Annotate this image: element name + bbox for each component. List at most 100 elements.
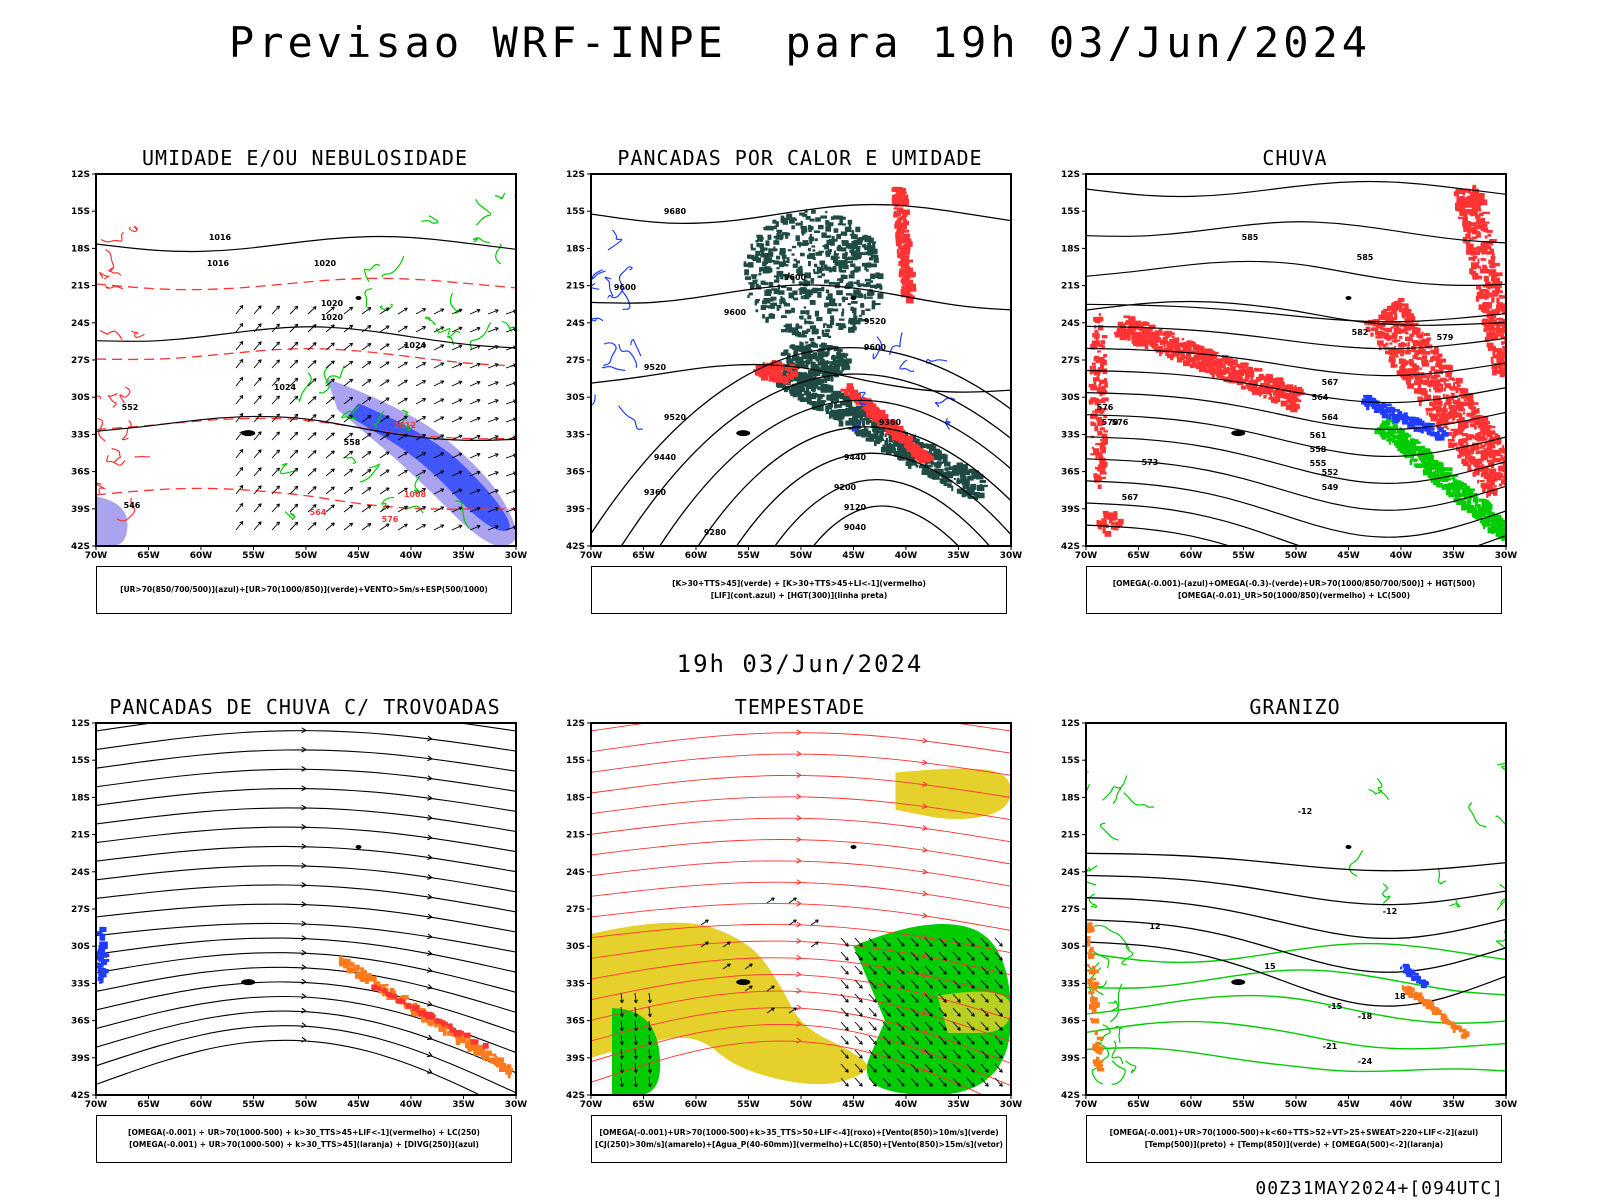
wind-vector-head [385,343,390,348]
rain-area-red [1441,408,1448,412]
streamline-arrow [427,719,432,721]
convective-area-green [786,353,791,359]
rain-area-red [1428,360,1434,363]
convective-area-green [838,394,842,399]
rain-area-red [1476,218,1482,225]
wind-vector [451,452,463,459]
wind-vector [289,521,299,531]
convective-area-green [822,245,825,248]
rain-area-red [1396,370,1400,376]
convective-area-green [929,453,936,457]
wind-vector-head [257,521,262,526]
wind-vector [307,450,317,459]
humidity-contour [494,192,506,200]
convective-area-green [864,246,870,251]
convective-area-green [832,345,837,349]
rain-area-green [1428,471,1436,475]
storm-area-orange [386,994,394,1000]
convective-area-green [823,323,825,328]
rain-area-red [1479,195,1485,201]
convective-area-green [853,252,859,257]
convective-area-green [789,389,797,394]
rain-area-red [1445,400,1452,405]
rain-area-red [1455,387,1459,394]
rain-area-red [1480,464,1485,470]
convective-area-green [776,267,780,270]
rain-area-green [1404,433,1409,436]
convective-area-green [864,237,870,243]
rain-area-blue [1424,426,1430,429]
contour-label: 546 [124,501,141,510]
wind-vector [433,452,445,459]
convective-area-green [860,303,864,308]
convective-area-green [852,423,857,427]
rain-area-red [1472,402,1479,405]
lon-label: 40W [1390,551,1413,561]
wind-vector [415,452,426,459]
rain-area-red [1195,365,1203,370]
wind-vector-head [440,434,445,439]
rain-area-red [1094,340,1101,344]
rain-area-red [1233,376,1241,383]
rain-area-red [1464,208,1472,214]
streamline-arrow [301,766,307,772]
rain-area-red [1522,469,1525,475]
convective-area-green [780,296,783,302]
rain-area-red [1118,521,1122,526]
rain-area-red [1174,348,1181,353]
rain-area-red [1492,491,1498,496]
rain-area-red [1282,388,1288,391]
rain-area-red [1456,196,1463,202]
rain-area-red [1242,378,1247,384]
convective-area-green [844,251,848,256]
rain-area-red [1459,438,1464,441]
convective-area-green [838,267,843,272]
convective-area-green [934,448,940,453]
convective-area-green [766,267,773,273]
rain-area-red [1459,430,1463,435]
convective-area-green [773,260,780,265]
convective-area-green [869,242,872,245]
convective-area-green [841,409,849,415]
wind-vector-head [239,376,244,381]
convective-area-green [830,243,835,246]
rain-area-red [1403,343,1408,347]
rain-area-green [1397,442,1401,445]
convective-area-green [837,348,842,355]
wind-vector [253,431,262,441]
convective-area-red [897,240,903,245]
convective-area-red [895,432,901,437]
convective-area-green [781,232,788,236]
contour-label: 555 [1310,459,1327,468]
rain-area-red [1426,411,1429,416]
convective-area-red [898,260,905,266]
convective-area-red [846,386,852,391]
rain-area-red [1095,369,1101,374]
rain-area-green [1467,505,1474,510]
convective-area-green [778,234,784,239]
contour-line [1086,260,1506,286]
wind-vector-head [494,327,499,332]
convective-area-green [770,296,774,302]
rain-area-green [1426,472,1431,475]
convective-area-green [823,323,827,326]
convective-area-green [944,467,950,471]
wind-vector-head [367,451,372,455]
rain-area-green [1421,455,1426,460]
wind-vector-head [349,306,354,311]
convective-area-red [790,371,795,374]
convective-area-green [858,429,864,434]
rain-area-red [1474,468,1479,474]
rain-area-red [1514,463,1518,465]
convective-area-green [834,238,838,242]
contour-line [591,284,1011,311]
wind-vector-head [440,362,445,367]
rain-area-red [1465,233,1471,239]
wind-vector [487,489,499,495]
wind-vector-head [403,307,408,312]
convective-area-red [893,213,899,218]
rain-area-red [1122,328,1129,332]
convective-area-green [843,265,849,270]
convective-area-green [838,392,845,398]
rain-area-red [1405,360,1409,366]
